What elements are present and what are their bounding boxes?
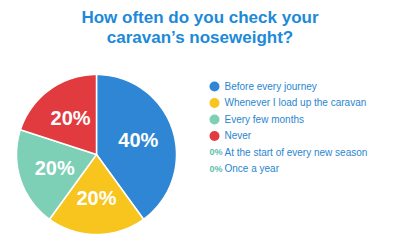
svg-text:40%: 40% xyxy=(118,129,158,151)
svg-text:20%: 20% xyxy=(76,187,116,209)
svg-text:At the start of every new seas: At the start of every new season xyxy=(225,147,368,158)
svg-text:Once a year: Once a year xyxy=(225,163,280,174)
svg-text:0%: 0% xyxy=(210,164,223,174)
html-text:How often do you check your ca: How often do you check your caravan’s no… xyxy=(81,8,319,47)
svg-text:0%: 0% xyxy=(210,147,223,157)
svg-text:Whenever I load up the caravan: Whenever I load up the caravan xyxy=(225,97,367,108)
svg-text:20%: 20% xyxy=(51,107,91,129)
svg-text:20%: 20% xyxy=(35,156,75,178)
svg-text:Every few months: Every few months xyxy=(225,114,304,125)
svg-text:Never: Never xyxy=(225,130,252,141)
svg-text:Before every journey: Before every journey xyxy=(225,81,317,92)
